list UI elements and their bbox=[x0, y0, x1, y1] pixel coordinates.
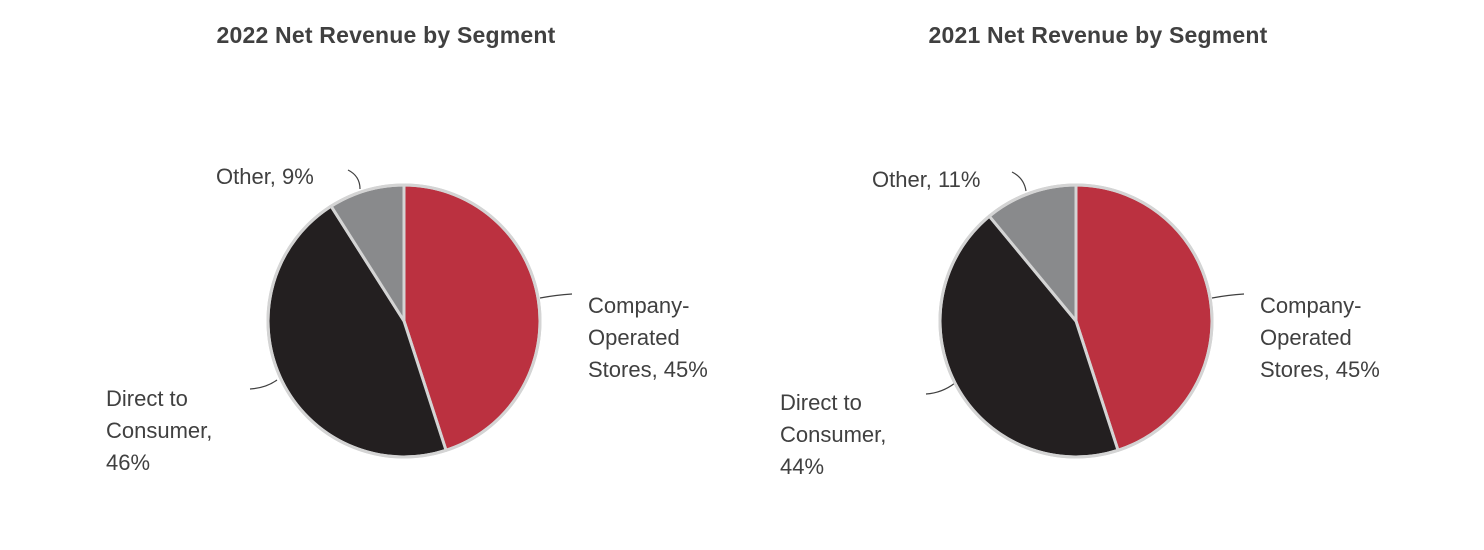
data-label-line: Operated bbox=[588, 325, 680, 350]
data-label-line: Direct to bbox=[106, 386, 188, 411]
data-label-line: Stores, 45% bbox=[1260, 357, 1380, 382]
data-label-line: Consumer, bbox=[780, 422, 886, 447]
leader-line-other bbox=[1011, 171, 1027, 192]
data-label-line: Stores, 45% bbox=[588, 357, 708, 382]
data-label-other: Other, 11% bbox=[872, 167, 980, 192]
pie-svg-2021: Company- Operated Stores, 45% Direct to Cons… bbox=[780, 167, 1380, 479]
data-label-company-operated-stores: Company- Operated Stores, 45% bbox=[1260, 293, 1380, 382]
leader-line-company-operated-stores bbox=[1211, 293, 1245, 299]
pie-outline bbox=[266, 183, 542, 459]
pie-chart-2021: 2021 Net Revenue by Segment Company- Oper… bbox=[742, 0, 1484, 550]
data-label-line: 44% bbox=[780, 454, 824, 479]
leader-line-direct-to-consumer bbox=[925, 382, 956, 395]
pie-chart-2022: 2022 Net Revenue by Segment Company- Oper… bbox=[106, 22, 708, 475]
data-label-line: Other, 11% bbox=[872, 167, 980, 192]
leader-line-company-operated-stores bbox=[539, 293, 573, 299]
leader-line-other bbox=[347, 169, 361, 190]
data-label-direct-to-consumer: Direct to Consumer, 44% bbox=[780, 390, 886, 479]
data-label-line: 46% bbox=[106, 450, 150, 475]
chart-title-2021: 2021 Net Revenue by Segment bbox=[928, 22, 1268, 48]
chart-title-2022: 2022 Net Revenue by Segment bbox=[216, 22, 556, 48]
pie-slices bbox=[938, 183, 1214, 459]
data-label-direct-to-consumer: Direct to Consumer, 46% bbox=[106, 386, 212, 475]
data-label-line: Company- bbox=[588, 293, 689, 318]
pie-outline bbox=[938, 183, 1214, 459]
leader-line-direct-to-consumer bbox=[249, 379, 278, 390]
data-label-line: Company- bbox=[1260, 293, 1361, 318]
data-label-other: Other, 9% bbox=[216, 164, 314, 189]
pie-svg-2022: Company- Operated Stores, 45% Direct to Cons… bbox=[106, 164, 708, 475]
data-label-line: Direct to bbox=[780, 390, 862, 415]
data-label-company-operated-stores: Company- Operated Stores, 45% bbox=[588, 293, 708, 382]
data-label-line: Consumer, bbox=[106, 418, 212, 443]
data-label-line: Other, 9% bbox=[216, 164, 314, 189]
data-label-line: Operated bbox=[1260, 325, 1352, 350]
